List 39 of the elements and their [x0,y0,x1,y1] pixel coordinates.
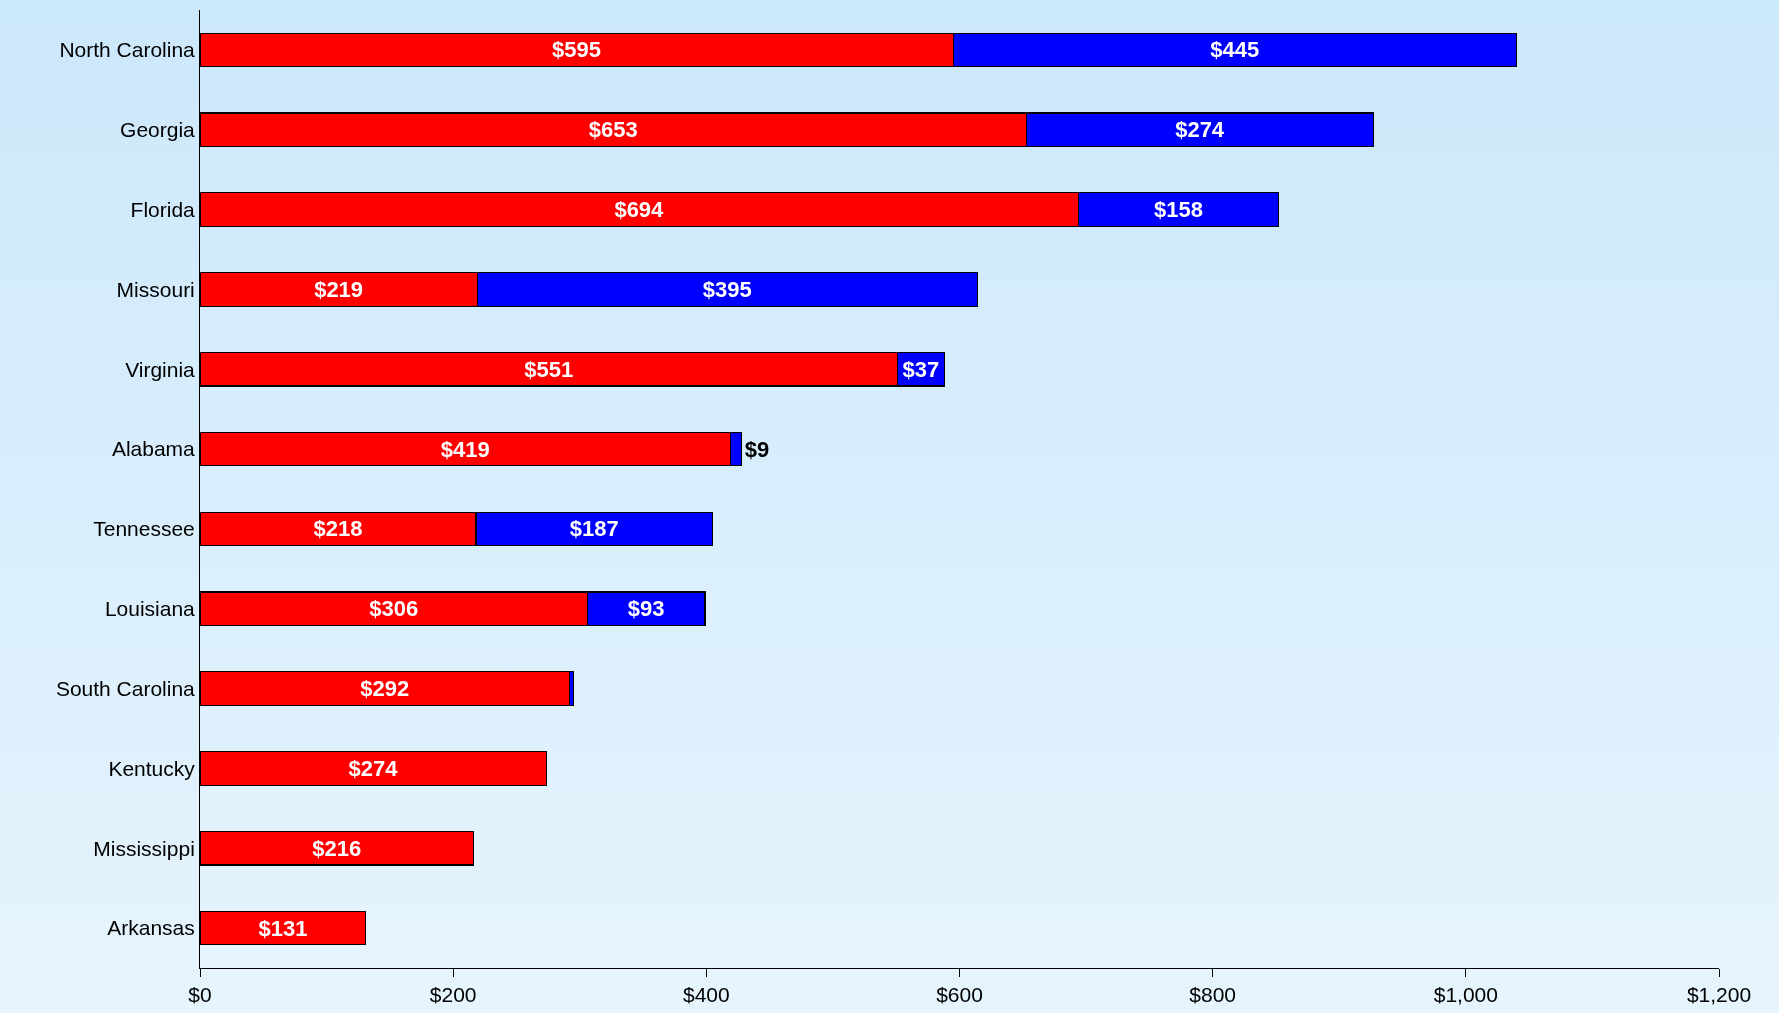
data-label: $93 [627,596,665,622]
y-tick-label: Virginia [125,357,196,381]
data-label: $595 [552,37,602,63]
data-label: $216 [312,835,362,861]
y-tick-label: South Carolina [55,676,196,700]
y-tick-label: Tennessee [93,517,195,541]
data-label: $218 [313,516,363,542]
y-tick-label: Arkansas [107,916,195,940]
x-tick-label: $1,000 [1433,983,1498,1007]
data-label: $694 [614,197,665,223]
data-label: $158 [1154,197,1203,223]
x-tick-label: $0 [188,983,212,1007]
x-tick-label: $400 [682,983,730,1007]
data-label: $9 [744,436,770,462]
data-label: $37 [902,356,940,382]
data-label: $187 [569,516,619,542]
x-tick-label: $200 [429,983,477,1007]
data-label: $653 [588,117,638,143]
y-tick-label: Louisiana [104,597,196,621]
y-tick-label: Alabama [111,437,196,461]
x-tick-label: $600 [936,983,983,1007]
y-tick-label: Florida [130,197,196,221]
y-tick-label: Missouri [116,277,195,301]
y-tick-label: Kentucky [108,756,196,780]
y-tick-label: North Carolina [59,38,196,62]
data-label: $292 [360,676,410,702]
data-label: $419 [440,436,490,462]
data-label: $274 [1175,117,1225,143]
x-tick-label: $1,200 [1686,983,1752,1007]
data-label: $445 [1210,37,1260,63]
data-label: $219 [314,276,364,302]
data-label: $131 [258,915,308,941]
data-label: $274 [348,755,399,781]
y-tick-label: Georgia [120,118,196,142]
data-label: $306 [369,596,419,622]
data-label: $395 [702,276,752,302]
data-label: $551 [524,356,574,382]
x-tick-label: $800 [1189,983,1237,1007]
y-tick-label: Mississippi [93,836,195,860]
